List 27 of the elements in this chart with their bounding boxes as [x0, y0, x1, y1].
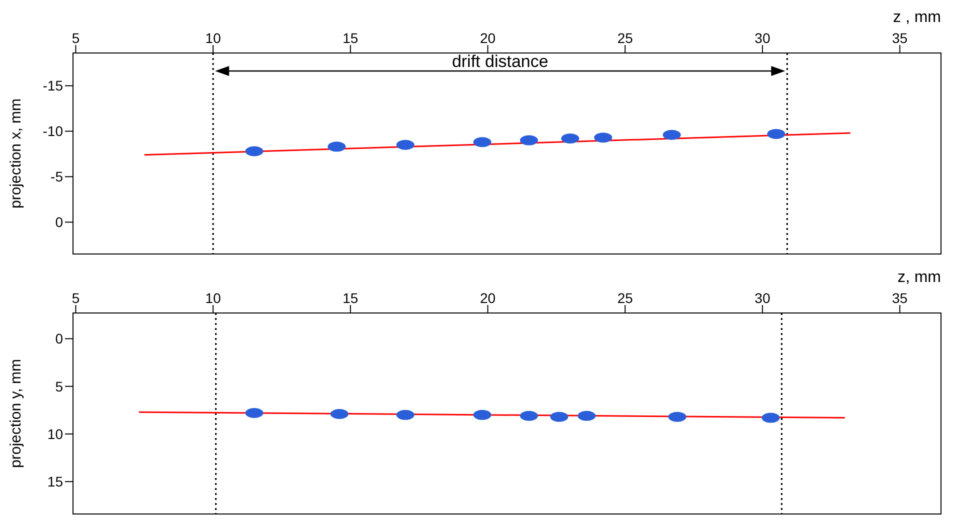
x-tick-label: 15	[342, 30, 358, 46]
y-axis-title: projection x, mm	[7, 98, 24, 209]
x-tick-label: 20	[480, 30, 496, 46]
x-tick-label: 35	[892, 290, 908, 306]
x-axis-title: z, mm	[897, 269, 941, 286]
y-tick-label: -15	[42, 78, 64, 94]
annotation: drift distance	[452, 52, 548, 71]
y-tick-label: 15	[47, 474, 64, 490]
x-tick-label: 20	[480, 290, 496, 306]
x-tick-label: 25	[617, 290, 634, 306]
y-tick-label: 0	[55, 214, 64, 230]
y-axis-title: projection y, mm	[7, 359, 24, 468]
y-tick-label: 0	[55, 330, 64, 347]
y-tick-label: 5	[55, 378, 64, 394]
x-tick-label: 15	[342, 290, 358, 306]
x-tick-label: 5	[72, 30, 80, 46]
x-tick-label: 30	[754, 290, 770, 306]
x-tick-label: 10	[205, 30, 222, 46]
y-tick-label: -10	[42, 123, 64, 140]
x-axis-title: z , mm	[893, 9, 941, 26]
x-tick-label: 10	[205, 290, 222, 306]
x-tick-label: 30	[754, 30, 770, 46]
y-tick-label: -5	[50, 168, 64, 185]
y-tick-label: 10	[47, 426, 64, 442]
x-tick-label: 5	[72, 290, 80, 306]
x-tick-label: 25	[617, 30, 634, 46]
x-tick-label: 35	[892, 30, 908, 46]
